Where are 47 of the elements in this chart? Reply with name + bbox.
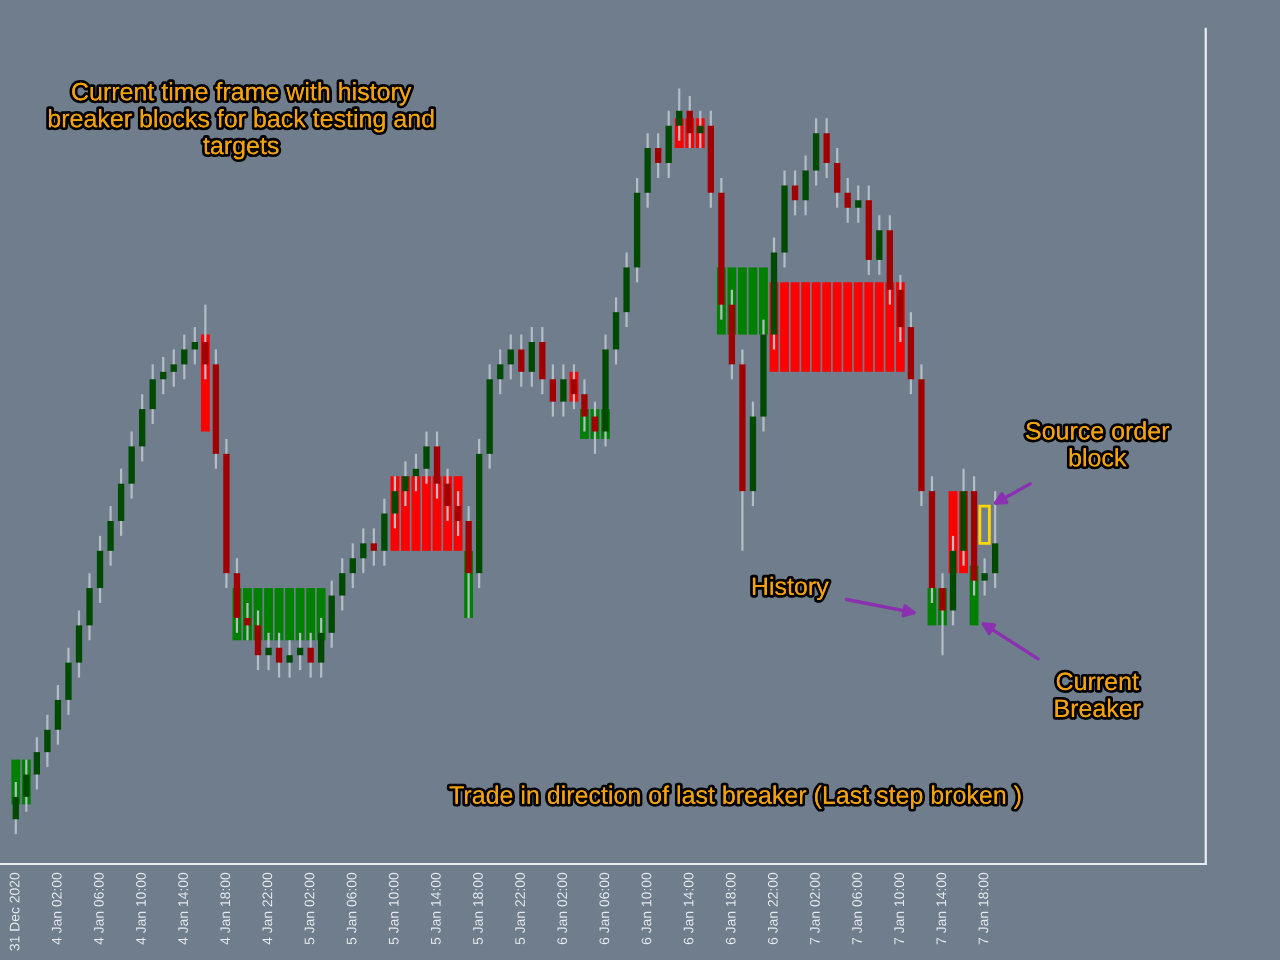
candlestick xyxy=(149,363,156,426)
candlestick xyxy=(128,430,135,500)
candlestick xyxy=(44,713,51,769)
candlestick xyxy=(855,184,862,224)
candlestick xyxy=(349,542,356,590)
candlestick xyxy=(518,333,525,388)
candlestick xyxy=(497,348,504,396)
candlestick xyxy=(33,736,41,791)
source-note: Source order block xyxy=(1026,421,1170,467)
candlestick xyxy=(360,527,367,575)
candlestick xyxy=(65,646,72,716)
annotation: Current time frame with history breaker blocks for back testing and targets xyxy=(48,82,434,160)
annotation: Trade in direction of last breaker (Last step broken ) xyxy=(449,785,1021,809)
candlestick xyxy=(612,296,620,366)
candlestick xyxy=(655,132,662,180)
candlestick xyxy=(876,214,883,276)
candlestick xyxy=(170,348,177,388)
candlestick xyxy=(528,325,535,388)
candlestick xyxy=(54,683,62,746)
candlestick xyxy=(665,109,672,180)
candlestick xyxy=(834,147,841,209)
candlestick xyxy=(644,132,651,209)
candlestick xyxy=(370,527,377,567)
candlestick xyxy=(328,579,335,649)
candlestick xyxy=(991,490,999,590)
candlestick xyxy=(107,504,114,567)
candlestick xyxy=(339,557,346,612)
candlestick xyxy=(812,117,820,187)
candlestick xyxy=(981,557,988,597)
candlestick xyxy=(802,154,809,217)
candlestick xyxy=(844,176,851,224)
candlestick xyxy=(381,497,388,567)
annotation: History xyxy=(752,576,829,601)
candlestick xyxy=(117,467,125,537)
candlestick xyxy=(560,363,567,418)
candlestick xyxy=(791,169,799,217)
candlestick xyxy=(823,117,830,180)
candlestick xyxy=(507,333,514,381)
candlestick xyxy=(75,609,83,679)
text: Current Breaker xyxy=(1055,672,1141,718)
candlestick xyxy=(86,572,93,642)
candlestick xyxy=(181,333,188,381)
candlestick xyxy=(549,363,557,418)
candlestick xyxy=(96,534,104,605)
candlestick xyxy=(539,325,546,396)
candlestick xyxy=(623,251,630,329)
candlestick xyxy=(139,393,146,463)
